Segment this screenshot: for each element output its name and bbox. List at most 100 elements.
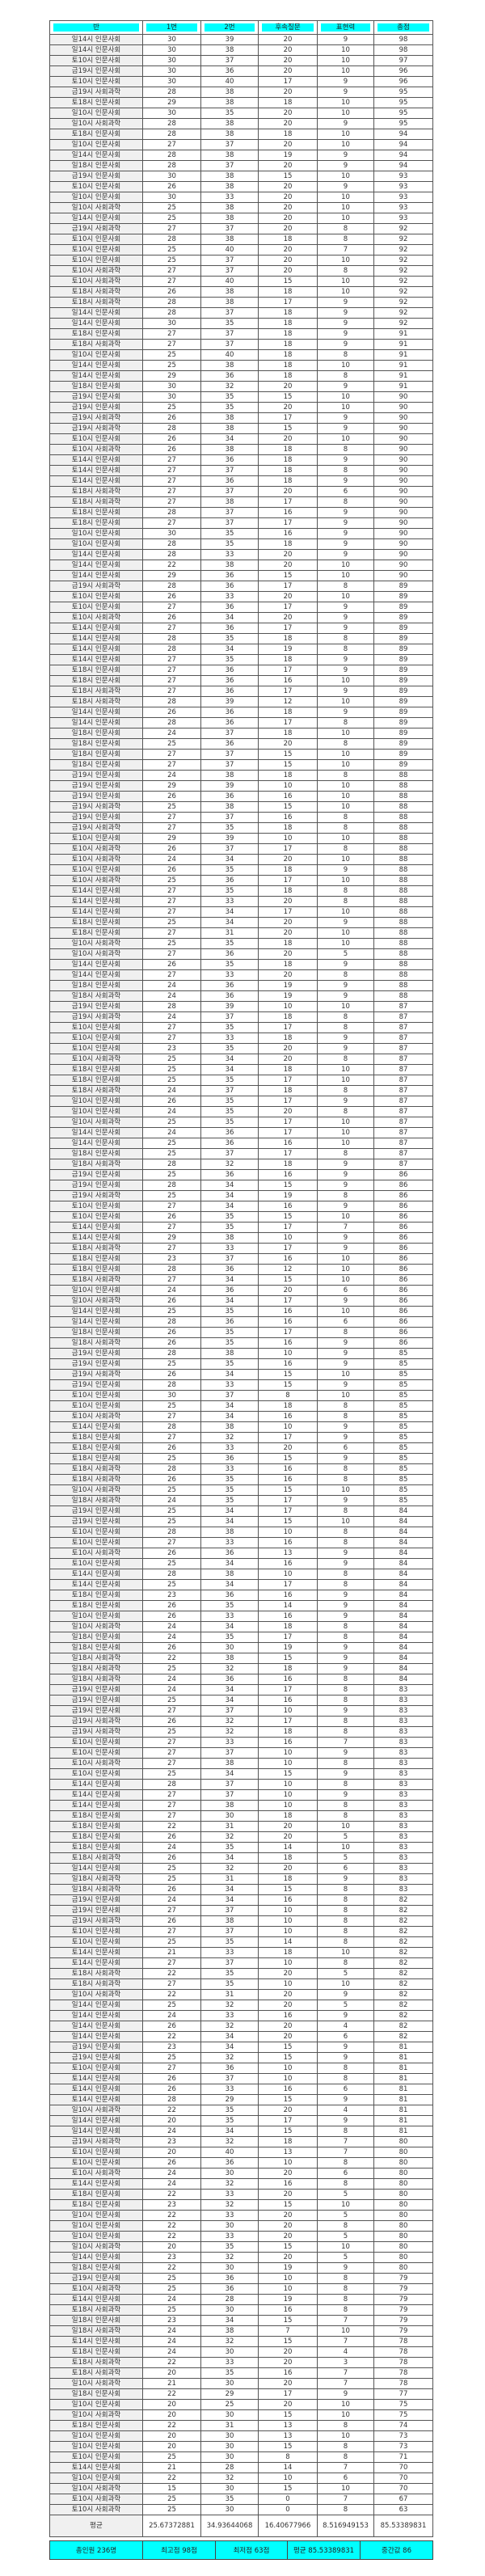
cell-class: 토10시 인문사회 — [49, 1390, 143, 1401]
cell-expression: 8 — [317, 349, 374, 361]
cell-q2: 38 — [200, 213, 259, 224]
cell-class: 금19시 사회과학 — [49, 801, 143, 813]
table-row: 토18시 인문사회 24 30 20 4 78 — [49, 2346, 433, 2358]
cell-total: 89 — [373, 581, 433, 592]
cell-q2: 34 — [200, 1852, 259, 1864]
cell-q2: 30 — [200, 2451, 259, 2463]
cell-q1: 28 — [142, 633, 201, 644]
cell-expression: 8 — [317, 1569, 374, 1580]
cell-q2: 35 — [200, 1211, 259, 1223]
cell-total: 83 — [373, 1789, 433, 1801]
cell-expression: 8 — [317, 1106, 374, 1117]
cell-q1: 22 — [142, 2473, 201, 2484]
cell-q1: 25 — [142, 213, 201, 224]
cell-q1: 26 — [142, 959, 201, 970]
table-row: 토14시 인문사회 27 37 18 8 90 — [49, 465, 433, 476]
cell-total: 91 — [373, 360, 433, 371]
table-row: 토10시 인문사회 25 35 14 8 82 — [49, 1936, 433, 1948]
cell-q2: 38 — [200, 801, 259, 813]
cell-total: 85 — [373, 1400, 433, 1412]
cell-class: 일18시 인문사회 — [49, 381, 143, 392]
cell-total: 81 — [373, 2094, 433, 2105]
cell-total: 88 — [373, 990, 433, 1002]
cell-followup: 16 — [258, 507, 318, 518]
cell-expression: 9 — [317, 118, 374, 129]
cell-q1: 25 — [142, 2000, 201, 2011]
cell-followup: 16 — [258, 791, 318, 802]
average-total: 85.53389831 — [373, 2515, 433, 2537]
cell-total: 83 — [373, 1863, 433, 1874]
cell-class: 토18시 인문사회 — [49, 665, 143, 676]
cell-total: 92 — [373, 234, 433, 245]
cell-total: 82 — [373, 1947, 433, 1958]
cell-expression: 10 — [317, 1253, 374, 1265]
cell-q2: 35 — [200, 318, 259, 329]
cell-class: 토14시 인문사회 — [49, 633, 143, 644]
cell-expression: 8 — [317, 843, 374, 855]
cell-q1: 27 — [142, 686, 201, 697]
cell-total: 91 — [373, 349, 433, 361]
cell-total: 85 — [373, 1453, 433, 1464]
cell-class: 일18시 사회과학 — [49, 1653, 143, 1664]
cell-total: 63 — [373, 2504, 433, 2515]
cell-class: 토18시 인문사회 — [49, 129, 143, 140]
cell-q1: 27 — [142, 1747, 201, 1759]
cell-followup: 15 — [258, 2042, 318, 2053]
cell-q1: 24 — [142, 1085, 201, 1096]
cell-q1: 26 — [142, 591, 201, 602]
cell-total: 78 — [373, 2367, 433, 2379]
cell-q1: 30 — [142, 171, 201, 182]
cell-followup: 17 — [258, 1148, 318, 1159]
summary-median: 중간값 86 — [360, 2540, 433, 2560]
table-row: 토18시 사회과학 27 35 10 10 82 — [49, 1978, 433, 1990]
cell-class: 일10시 인문사회 — [49, 1096, 143, 1107]
cell-q1: 26 — [142, 2021, 201, 2032]
cell-followup: 10 — [258, 1915, 318, 1927]
cell-q1: 28 — [142, 1569, 201, 1580]
cell-q1: 25 — [142, 1863, 201, 1874]
cell-class: 일10시 인문사회 — [49, 2231, 143, 2242]
table-row: 토18시 인문사회 27 36 17 9 89 — [49, 665, 433, 676]
table-row: 토14시 인문사회 27 37 10 8 82 — [49, 1957, 433, 1969]
cell-total: 87 — [373, 1075, 433, 1086]
cell-total: 80 — [373, 2252, 433, 2263]
average-q1: 25.67372881 — [142, 2515, 201, 2537]
cell-followup: 15 — [258, 391, 318, 403]
cell-total: 88 — [373, 980, 433, 991]
cell-followup: 20 — [258, 223, 318, 234]
cell-expression: 9 — [317, 1653, 374, 1664]
cell-total: 80 — [373, 2220, 433, 2232]
cell-q2: 35 — [200, 2115, 259, 2126]
cell-expression: 10 — [317, 2483, 374, 2494]
cell-q2: 30 — [200, 2378, 259, 2389]
cell-expression: 10 — [317, 927, 374, 939]
cell-total: 91 — [373, 339, 433, 350]
table-row: 일10시 사회과학 22 31 20 9 82 — [49, 1989, 433, 2000]
cell-expression: 10 — [317, 570, 374, 581]
cell-total: 85 — [373, 1442, 433, 1454]
cell-q2: 30 — [200, 2441, 259, 2452]
cell-total: 83 — [373, 1716, 433, 1727]
cell-q1: 28 — [142, 1264, 201, 1275]
cell-expression: 9 — [317, 507, 374, 518]
cell-class: 일18시 인문사회 — [49, 759, 143, 771]
cell-q2: 28 — [200, 2462, 259, 2473]
cell-expression: 8 — [317, 1085, 374, 1096]
cell-followup: 17 — [258, 906, 318, 918]
cell-q1: 24 — [142, 854, 201, 865]
cell-class: 금19시 사회과학 — [49, 2136, 143, 2147]
cell-q2: 38 — [200, 150, 259, 161]
cell-total: 84 — [373, 1674, 433, 1685]
cell-class: 일10시 인문사회 — [49, 2473, 143, 2484]
cell-followup: 16 — [258, 1337, 318, 1349]
cell-followup: 15 — [258, 801, 318, 813]
cell-expression: 9 — [317, 34, 374, 45]
cell-q1: 24 — [142, 1127, 201, 1138]
cell-followup: 18 — [258, 465, 318, 476]
cell-followup: 10 — [258, 1789, 318, 1801]
cell-expression: 9 — [317, 549, 374, 560]
cell-total: 94 — [373, 160, 433, 171]
cell-expression: 8 — [317, 885, 374, 897]
cell-total: 70 — [373, 2462, 433, 2473]
cell-q1: 22 — [142, 2388, 201, 2400]
